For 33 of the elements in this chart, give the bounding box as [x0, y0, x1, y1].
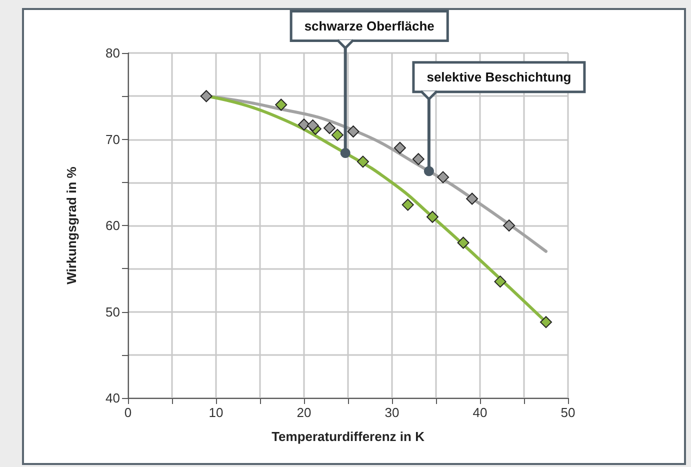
- point: [494, 276, 506, 288]
- point: [306, 119, 319, 132]
- x-tick-label: 0: [124, 405, 132, 420]
- y-tick-label: 40: [106, 390, 120, 406]
- y-tick-label: 80: [106, 46, 120, 60]
- annotation: schwarze Oberfläche: [304, 18, 434, 34]
- x-tick-label: 20: [296, 405, 312, 420]
- point: [402, 198, 414, 211]
- point: [412, 153, 424, 166]
- point: [540, 316, 552, 328]
- y-axis-title: Wirkungsgrad in %: [64, 166, 79, 284]
- annotation: selektive Beschichtung: [426, 70, 572, 85]
- point: [331, 128, 344, 141]
- point: [298, 118, 310, 131]
- point: [347, 125, 360, 138]
- point: [200, 90, 212, 102]
- point: [466, 192, 478, 205]
- y-tick-label: 50: [106, 304, 120, 320]
- point: [426, 210, 438, 223]
- x-tick-label: 10: [208, 405, 224, 420]
- point: [394, 142, 406, 154]
- x-axis-title: Temperaturdifferenz in K: [272, 429, 426, 444]
- x-tick-label: 40: [472, 405, 488, 420]
- y-tick-label: 70: [106, 132, 120, 147]
- x-tick-label: 30: [384, 405, 400, 420]
- point: [356, 156, 369, 168]
- point: [503, 220, 516, 232]
- point: [275, 98, 288, 111]
- point: [324, 122, 336, 134]
- y-tick-label: 60: [106, 218, 120, 233]
- point: [437, 171, 450, 184]
- x-tick-label: 50: [560, 405, 576, 420]
- point: [457, 236, 470, 249]
